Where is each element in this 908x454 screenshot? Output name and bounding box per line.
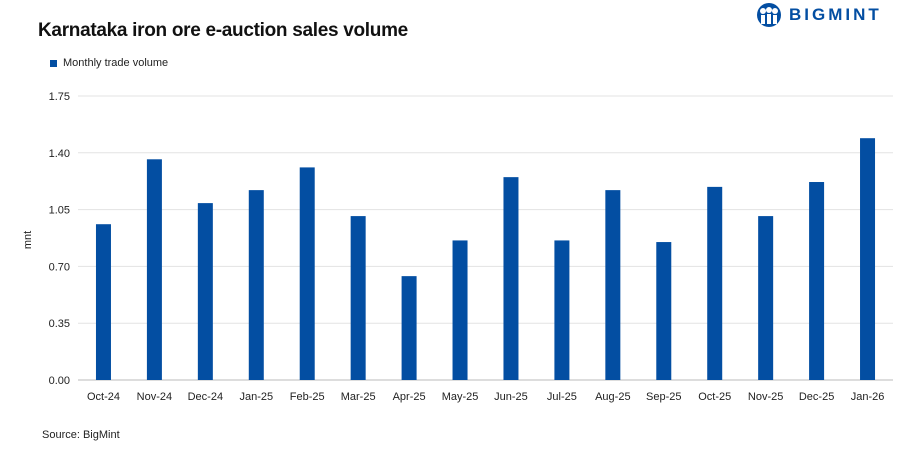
y-tick-label: 0.70 xyxy=(49,261,70,273)
x-tick-label: Jan-26 xyxy=(851,391,885,403)
x-tick-label: Nov-24 xyxy=(137,391,172,403)
x-tick-label: Mar-25 xyxy=(341,391,376,403)
legend-swatch xyxy=(50,59,57,67)
x-tick-label: Jun-25 xyxy=(494,391,528,403)
bar xyxy=(248,190,264,380)
x-tick-label: Dec-25 xyxy=(799,391,834,403)
bar xyxy=(707,186,723,380)
y-tick-label: 1.75 xyxy=(49,91,70,103)
bar xyxy=(605,190,621,380)
x-tick-label: Jul-25 xyxy=(547,391,577,403)
x-tick-label: Apr-25 xyxy=(393,391,426,403)
chart-title: Karnataka iron ore e-auction sales volum… xyxy=(38,20,408,41)
source-note: Source: BigMint xyxy=(42,429,120,441)
bar xyxy=(95,224,111,380)
bar xyxy=(656,242,672,380)
x-tick-label: May-25 xyxy=(442,391,479,403)
bar xyxy=(554,240,570,380)
bar xyxy=(503,177,519,380)
legend-label: Monthly trade volume xyxy=(63,57,169,69)
x-tick-label: Sep-25 xyxy=(646,391,681,403)
bar xyxy=(146,159,162,380)
bar xyxy=(350,216,366,380)
bar xyxy=(809,182,825,380)
legend: Monthly trade volume xyxy=(50,57,168,69)
x-tick-label: Aug-25 xyxy=(595,391,630,403)
y-tick-label: 0.35 xyxy=(49,318,70,330)
logo-people-icon xyxy=(757,3,781,27)
bar xyxy=(452,240,468,380)
bar xyxy=(197,203,213,380)
bar xyxy=(299,167,315,380)
x-tick-label: Oct-25 xyxy=(698,391,731,403)
x-tick-label: Jan-25 xyxy=(239,391,273,403)
bar xyxy=(401,276,417,380)
y-axis-label: mnt xyxy=(22,231,34,249)
x-tick-label: Oct-24 xyxy=(87,391,120,403)
bigmint-logo: BIGMINT xyxy=(755,2,882,28)
logo-text: BIGMINT xyxy=(789,5,882,24)
y-tick-label: 1.40 xyxy=(49,148,70,160)
bar xyxy=(758,216,774,380)
y-tick-label: 1.05 xyxy=(49,205,70,217)
y-tick-label: 0.00 xyxy=(49,375,70,387)
x-tick-label: Dec-24 xyxy=(188,391,223,403)
x-tick-label: Feb-25 xyxy=(290,391,325,403)
x-tick-label: Nov-25 xyxy=(748,391,783,403)
bar xyxy=(860,138,876,380)
